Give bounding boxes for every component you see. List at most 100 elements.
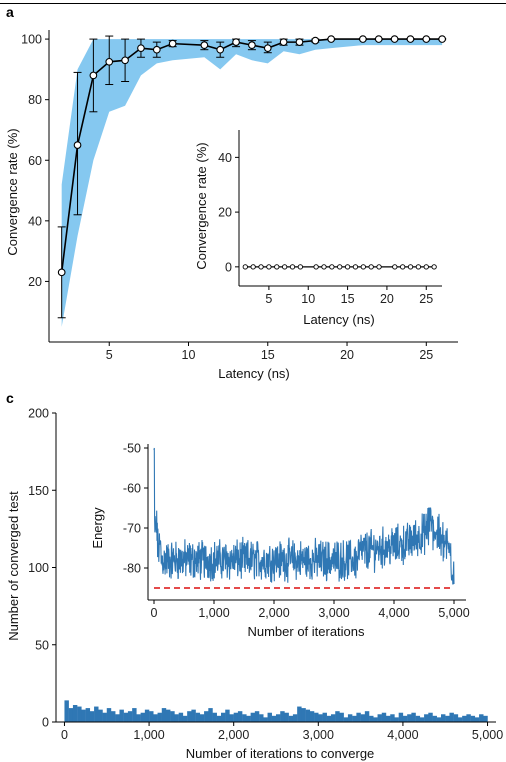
panel-c-y-tick-label: 50	[35, 638, 49, 652]
data-point	[295, 38, 304, 46]
panel-a-y-tick-label: 100	[21, 33, 42, 47]
inset-data-point	[368, 264, 374, 270]
histogram-bar	[326, 715, 332, 722]
histogram-bar	[466, 714, 471, 722]
histogram-bar	[474, 717, 480, 722]
histogram-bar	[81, 709, 86, 722]
panel-a-x-tick-label: 20	[340, 348, 354, 362]
panel-a-y-tick-label: 80	[28, 93, 42, 107]
histogram-bar	[331, 714, 336, 722]
histogram-bar	[280, 711, 285, 722]
histogram-bar	[483, 715, 488, 722]
histogram-bar	[77, 706, 82, 722]
histogram-bar	[144, 709, 150, 722]
histogram-bar	[322, 712, 327, 722]
histogram-bar	[204, 711, 209, 722]
histogram-bar	[170, 711, 175, 722]
inset-data-point	[266, 264, 272, 270]
panel-c-x-tick-label: 4,000	[387, 728, 418, 742]
histogram-bar	[369, 715, 374, 722]
panel-c-label: c	[6, 390, 14, 406]
data-point	[359, 35, 367, 43]
histogram-bar	[335, 711, 340, 722]
histogram-bar	[415, 715, 421, 722]
inset-data-point	[281, 264, 288, 270]
data-point	[248, 41, 256, 49]
histogram-bar	[127, 711, 133, 722]
energy-x-tick-label: 2,000	[258, 606, 289, 620]
histogram-bar	[123, 712, 129, 722]
histogram-bar	[221, 712, 226, 722]
panel-c-main-plot: 0 1,000 2,000 3,000 4,000 5,000 050100150200 …	[6, 407, 503, 762]
histogram-bar	[94, 706, 99, 722]
histogram-bar	[157, 712, 162, 722]
energy-x-tick-label: 0	[151, 606, 158, 620]
panel-a-x-tick-label: 5	[106, 348, 113, 362]
data-point	[438, 35, 446, 43]
histogram-bar	[85, 708, 91, 722]
data-point	[327, 35, 336, 43]
histogram-bar	[462, 715, 467, 722]
histogram-bar	[233, 712, 239, 722]
histogram-bar	[72, 705, 78, 722]
panel-c-x-tick-label: 3,000	[303, 728, 334, 742]
histogram-bar	[343, 717, 349, 722]
inset-data-point	[407, 264, 414, 270]
panel-a-x-tick-label: 25	[419, 348, 433, 362]
histogram-bar	[381, 712, 387, 722]
inset-data-point	[431, 264, 437, 270]
histogram-bar	[339, 712, 344, 722]
data-point	[216, 45, 225, 54]
data-point	[422, 35, 431, 43]
histogram-bar	[309, 711, 315, 722]
histogram-bar	[386, 715, 391, 722]
histogram-bar	[182, 715, 188, 722]
data-point	[57, 268, 66, 277]
histogram-bar	[449, 712, 454, 722]
histogram-bar	[225, 709, 230, 722]
histogram-bar	[305, 709, 311, 722]
histogram-bar	[402, 715, 408, 722]
inset-data-point	[376, 264, 382, 270]
inset-data-point	[321, 264, 327, 270]
histogram-bar	[436, 717, 442, 722]
histogram-bar	[428, 712, 433, 722]
inset-data-point	[337, 264, 343, 270]
histogram-bar	[187, 711, 192, 722]
inset-data-point	[415, 264, 422, 270]
histogram-bar	[318, 714, 323, 722]
inset-data-point	[352, 264, 359, 270]
histogram-bar	[407, 714, 412, 722]
data-point	[105, 57, 114, 66]
histogram-bar	[419, 717, 425, 722]
histogram-bar	[276, 714, 281, 722]
panel-a-x-tick-label: 15	[261, 348, 275, 362]
energy-y-ticks: -50 -60 -70 -80	[123, 442, 148, 576]
convergence-rate-points	[57, 35, 446, 277]
data-point	[168, 39, 177, 48]
histogram-bar	[347, 714, 353, 722]
histogram-bar	[424, 714, 429, 722]
energy-x-ticks: 0 1,000 2,000 3,000 4,000 5,000	[151, 600, 470, 620]
histogram-bar	[119, 709, 124, 722]
panel-c-y-tick-label: 150	[28, 484, 49, 498]
panel-c-y-label: Number of converged test	[6, 491, 21, 641]
inset-background	[228, 127, 446, 297]
histogram-bar	[191, 709, 196, 722]
panel-c-inset-plot: 0 1,000 2,000 3,000 4,000 5,000 -50-60-70-80 …	[90, 437, 472, 642]
inset-data-point	[400, 264, 406, 270]
histogram-bar	[111, 711, 116, 722]
histogram-bar	[136, 714, 141, 722]
histogram-bar	[153, 714, 158, 722]
inset-rate-points	[242, 264, 437, 270]
histogram-bar	[132, 708, 137, 722]
energy-x-tick-label: 1,000	[198, 606, 229, 620]
panel-c-x-label: Number of iterations to converge	[186, 746, 375, 761]
inset-x-tick-label: 5	[265, 292, 272, 306]
inset-data-point	[258, 264, 264, 270]
histogram-bar	[453, 714, 459, 722]
histogram-bar	[470, 715, 476, 722]
histogram-bar	[212, 712, 217, 722]
histogram-bar	[284, 712, 289, 722]
